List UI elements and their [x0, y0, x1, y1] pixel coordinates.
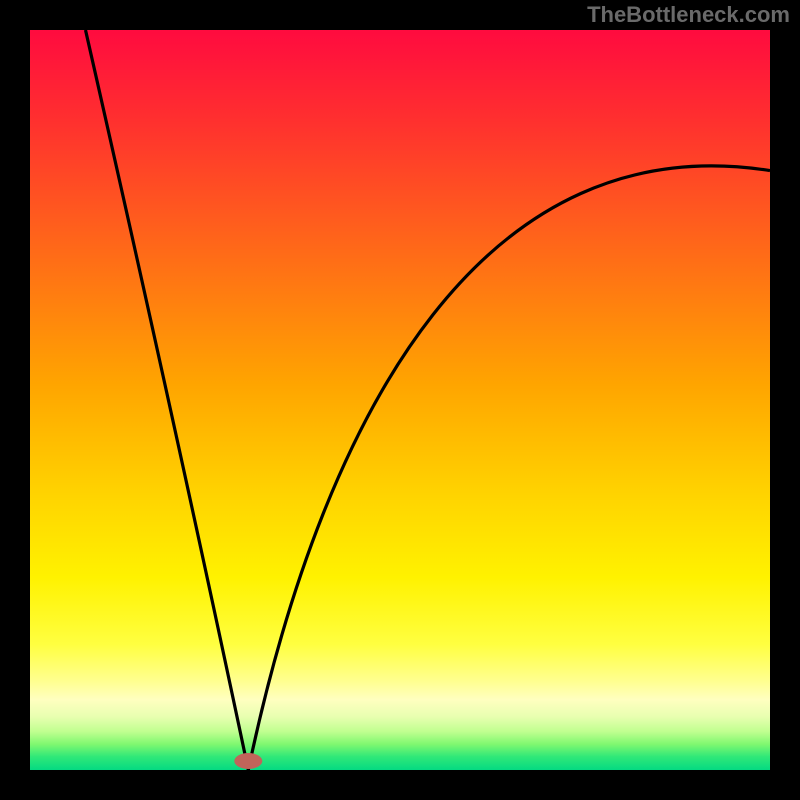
attribution-label: TheBottleneck.com: [587, 2, 790, 28]
chart-frame: TheBottleneck.com: [0, 0, 800, 800]
minimum-marker: [234, 753, 262, 769]
chart-svg: [0, 0, 800, 800]
plot-area: [30, 30, 770, 770]
